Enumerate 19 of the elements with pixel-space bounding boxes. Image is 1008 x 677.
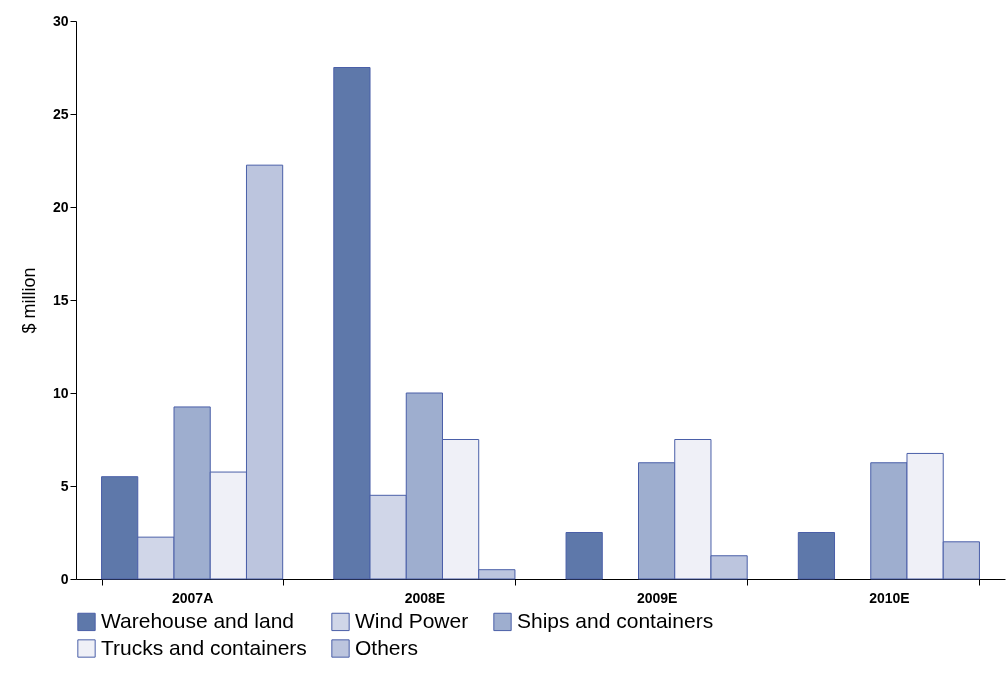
- y-tick-label: 0: [60, 570, 69, 587]
- x-tick-label: 2008E: [404, 589, 446, 606]
- y-tick-label: 5: [60, 477, 69, 494]
- legend-label: Warehouse and land: [101, 608, 295, 632]
- y-tick-label: 25: [52, 105, 69, 122]
- x-tick-label: 2010E: [869, 589, 910, 606]
- legend-label: Ships and containers: [517, 608, 714, 632]
- bar: [797, 532, 836, 580]
- y-axis-title: $ million: [18, 267, 39, 334]
- x-tick-label: 2007A: [171, 589, 214, 606]
- y-tick-label: 30: [52, 12, 69, 29]
- legend-label: Others: [355, 635, 419, 659]
- y-tick-label: 15: [52, 291, 69, 308]
- legend-label: Wind Power: [355, 608, 469, 632]
- legend-label: Trucks and containers: [101, 635, 307, 659]
- y-tick-label: 10: [52, 384, 69, 401]
- x-tick-label: 2009E: [636, 589, 678, 606]
- y-tick-label: 20: [52, 198, 69, 215]
- bar: [565, 532, 603, 580]
